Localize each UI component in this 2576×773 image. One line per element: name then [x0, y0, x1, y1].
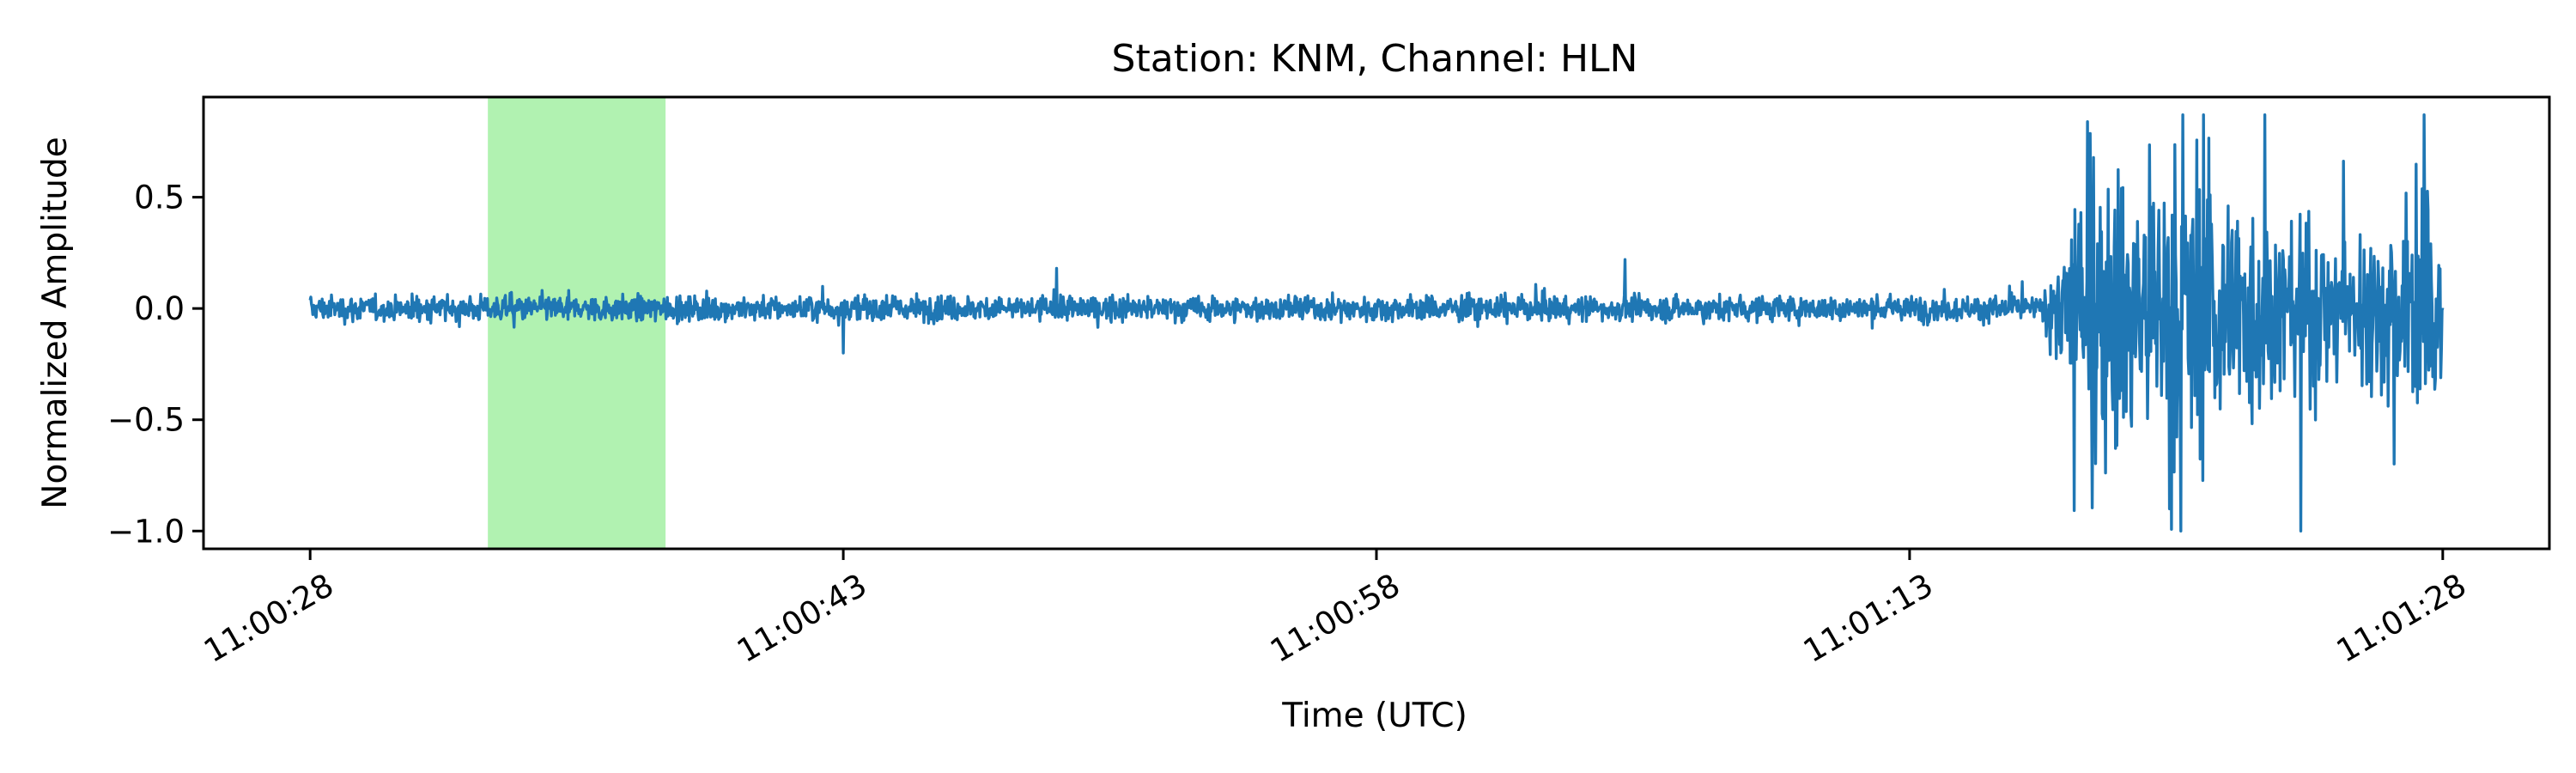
y-axis-label: Normalized Amplitude — [36, 137, 75, 508]
x-tick-label: 11:00:58 — [1264, 567, 1406, 670]
y-axis: 0.5 0.0 −0.5 −1.0 — [107, 180, 204, 550]
x-axis-label: Time (UTC) — [1281, 697, 1467, 735]
chart-title: Station: KNM, Channel: HLN — [1112, 37, 1638, 81]
x-tick-label: 11:01:13 — [1797, 567, 1939, 670]
y-tick-label: −1.0 — [107, 513, 185, 550]
y-tick-label: −0.5 — [107, 402, 185, 439]
highlight-window — [488, 97, 666, 549]
plot-area — [308, 97, 2445, 549]
y-tick-label: 0.5 — [134, 180, 185, 216]
x-axis: 11:00:28 11:00:43 11:00:58 11:01:13 11:01:28 — [197, 549, 2472, 670]
y-tick-label: 0.0 — [134, 290, 185, 327]
x-tick-label: 11:00:28 — [197, 567, 339, 670]
x-tick-label: 11:00:43 — [731, 567, 872, 670]
x-tick-label: 11:01:28 — [2330, 567, 2472, 670]
waveform-series-line — [308, 113, 2445, 533]
